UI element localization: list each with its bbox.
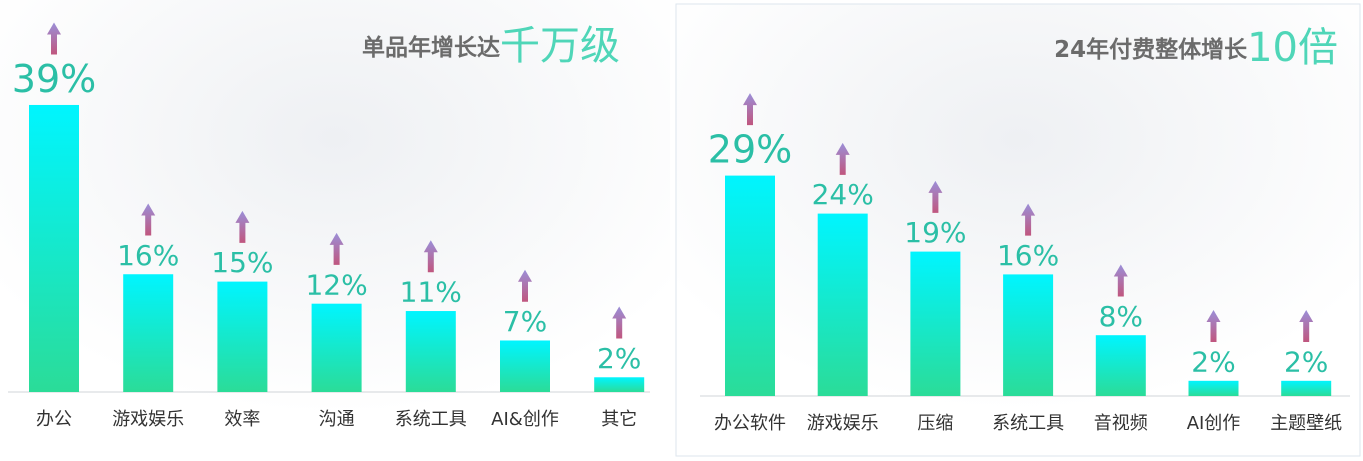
- data-label: 12%: [305, 268, 367, 301]
- data-label: 16%: [997, 239, 1059, 272]
- arrow-icon: [1113, 264, 1128, 297]
- data-label: 8%: [1099, 300, 1143, 333]
- data-label: 15%: [211, 246, 273, 279]
- x-tick-label: 主题壁纸: [1270, 413, 1342, 434]
- data-label: 2%: [597, 342, 641, 375]
- arrow-icon: [235, 210, 250, 243]
- bar: [594, 377, 645, 392]
- data-label: 16%: [117, 239, 179, 272]
- bar: [217, 281, 268, 392]
- x-tick-label: AI创作: [1187, 413, 1241, 434]
- arrow-icon: [743, 93, 757, 126]
- x-tick-label: 效率: [224, 409, 260, 430]
- data-label: 2%: [1191, 345, 1235, 378]
- data-label: 7%: [503, 305, 547, 338]
- arrow-icon: [423, 240, 438, 273]
- bar: [1003, 274, 1054, 396]
- data-label: 29%: [708, 128, 792, 172]
- arrow-icon: [1299, 310, 1314, 343]
- bar: [29, 104, 79, 393]
- arrow-icon: [141, 203, 156, 236]
- bar: [817, 213, 868, 396]
- chart-title: 24年付费整体增长10倍: [1054, 25, 1338, 71]
- arrow-icon: [329, 232, 344, 265]
- arrow-icon: [612, 306, 627, 339]
- x-tick-label: 办公: [36, 409, 72, 430]
- bar: [500, 340, 550, 392]
- bar: [1095, 335, 1146, 396]
- chart-title: 单品年增长达千万级: [362, 23, 620, 69]
- bar: [910, 251, 961, 396]
- data-label: 11%: [400, 276, 462, 309]
- x-tick-label: 系统工具: [395, 409, 467, 430]
- arrow-icon: [1206, 310, 1221, 343]
- arrow-icon: [518, 269, 532, 302]
- data-label: 2%: [1284, 345, 1328, 378]
- arrow-icon: [928, 180, 943, 213]
- arrow-icon: [835, 142, 850, 175]
- bar: [1281, 380, 1332, 396]
- x-tick-label: 沟通: [319, 409, 355, 430]
- x-tick-label: 音视频: [1094, 413, 1148, 434]
- bar: [311, 303, 362, 392]
- data-label: 39%: [12, 57, 96, 101]
- bar: [405, 311, 456, 392]
- bar: [123, 274, 174, 392]
- arrow-icon: [1021, 203, 1036, 236]
- x-tick-label: 系统工具: [992, 413, 1064, 434]
- data-label: 19%: [904, 216, 966, 249]
- bar: [1188, 380, 1239, 396]
- x-tick-label: 办公软件: [714, 413, 786, 434]
- x-tick-label: 游戏娱乐: [112, 409, 184, 430]
- arrow-icon: [47, 22, 61, 55]
- data-label: 24%: [812, 178, 874, 211]
- x-tick-label: AI&创作: [491, 409, 559, 430]
- x-tick-label: 游戏娱乐: [807, 413, 879, 434]
- bar: [725, 175, 775, 396]
- x-tick-label: 压缩: [917, 413, 953, 434]
- x-tick-label: 其它: [601, 409, 637, 430]
